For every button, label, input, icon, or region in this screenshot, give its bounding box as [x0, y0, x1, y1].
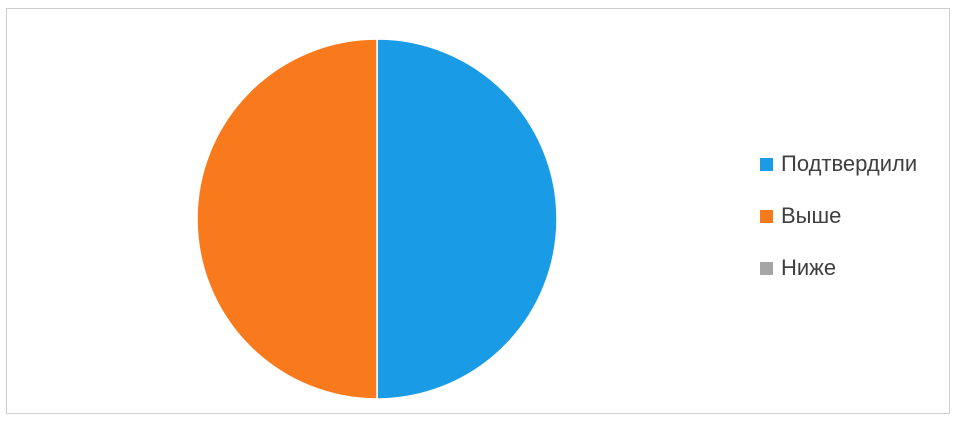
legend-item-confirmed: Подтвердили — [760, 150, 917, 178]
pie-slice-higher — [196, 38, 378, 400]
legend-swatch-confirmed — [760, 157, 773, 171]
legend-label-confirmed: Подтвердили — [781, 151, 918, 176]
pie-slice-confirmed — [376, 38, 558, 400]
legend-label-lower: Ниже — [781, 255, 837, 280]
legend-swatch-lower — [760, 261, 773, 275]
legend-item-lower: Ниже — [760, 254, 917, 282]
legend-label-higher: Выше — [781, 203, 842, 228]
chart-legend: Подтвердили Выше Ниже — [760, 150, 917, 282]
legend-item-higher: Выше — [760, 202, 917, 230]
legend-swatch-higher — [760, 209, 773, 223]
